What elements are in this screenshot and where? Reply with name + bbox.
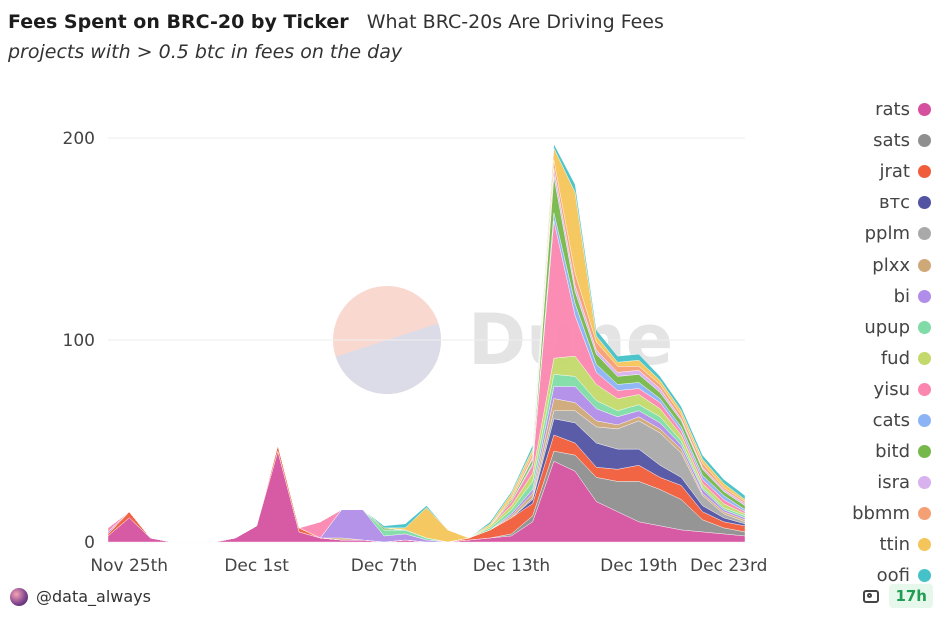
- legend: rats sats jrat втс pplm plxx bi upup fud yisu cats…: [791, 94, 931, 592]
- legend-swatch: [918, 569, 931, 583]
- legend-label: jrat: [879, 161, 911, 183]
- chart-controls: 17h: [863, 584, 933, 608]
- legend-item-pplm[interactable]: pplm: [791, 218, 931, 249]
- y-tick-label: 0: [84, 533, 95, 553]
- legend-swatch: [918, 196, 931, 210]
- legend-item-upup[interactable]: upup: [791, 312, 931, 343]
- legend-label: ttin: [879, 534, 910, 556]
- legend-label: fud: [880, 347, 910, 369]
- legend-label: втс: [879, 192, 910, 214]
- legend-label: sats: [873, 130, 910, 152]
- legend-swatch: [918, 351, 931, 365]
- x-tick-label: Dec 1st: [224, 556, 289, 576]
- legend-swatch: [918, 227, 931, 241]
- legend-item-bbmm[interactable]: bbmm: [791, 498, 931, 529]
- legend-item-plxx[interactable]: plxx: [791, 249, 931, 280]
- legend-swatch: [918, 320, 931, 334]
- legend-swatch: [918, 507, 931, 521]
- legend-swatch: [918, 538, 931, 552]
- legend-item-yisu[interactable]: yisu: [791, 374, 931, 405]
- legend-label: plxx: [872, 254, 910, 276]
- legend-item-oofi[interactable]: oofi: [791, 560, 931, 591]
- x-tick-label: Dec 23rd: [690, 556, 767, 576]
- legend-label: bitd: [875, 441, 910, 463]
- legend-swatch: [918, 289, 931, 303]
- legend-label: pplm: [864, 223, 910, 245]
- legend-item-bitd[interactable]: bitd: [791, 436, 931, 467]
- chart-subtitle-inline: What BRC-20s Are Driving Fees: [366, 11, 664, 33]
- avatar-icon: [10, 587, 28, 606]
- camera-icon[interactable]: [863, 589, 880, 603]
- chart-description: projects with > 0.5 btc in fees on the d…: [8, 41, 403, 63]
- title-line: Fees Spent on BRC-20 by Ticker What BRC-…: [8, 8, 664, 36]
- legend-item-fud[interactable]: fud: [791, 343, 931, 374]
- x-tick-label: Nov 25th: [90, 556, 168, 576]
- legend-swatch: [918, 382, 931, 396]
- chart-title: Fees Spent on BRC-20 by Ticker: [8, 11, 349, 33]
- legend-swatch: [918, 103, 931, 117]
- legend-swatch: [918, 165, 931, 179]
- legend-label: rats: [875, 99, 910, 121]
- author-name: @data_always: [36, 587, 151, 606]
- legend-swatch: [918, 258, 931, 272]
- y-tick-label: 100: [63, 331, 95, 351]
- legend-item-втс[interactable]: втс: [791, 187, 931, 218]
- legend-item-ttin[interactable]: ttin: [791, 529, 931, 560]
- x-tick-label: Dec 7th: [351, 556, 418, 576]
- author-credit[interactable]: @data_always: [10, 587, 151, 606]
- legend-swatch: [918, 445, 931, 459]
- area-series-oofi[interactable]: [107, 143, 746, 543]
- legend-item-rats[interactable]: rats: [791, 94, 931, 125]
- x-tick-label: Dec 13th: [473, 556, 550, 576]
- legend-item-sats[interactable]: sats: [791, 125, 931, 156]
- chart-header: Fees Spent on BRC-20 by Ticker What BRC-…: [8, 8, 664, 66]
- x-axis: Nov 25th Dec 1st Dec 7th Dec 13th Dec 19th De…: [90, 556, 767, 576]
- legend-item-bi[interactable]: bi: [791, 281, 931, 312]
- legend-label: upup: [864, 316, 910, 338]
- legend-item-isra[interactable]: isra: [791, 467, 931, 498]
- legend-label: yisu: [873, 378, 910, 400]
- age-badge: 17h: [889, 584, 933, 608]
- legend-label: isra: [877, 472, 910, 494]
- legend-swatch: [918, 134, 931, 148]
- legend-label: bbmm: [852, 503, 910, 525]
- x-tick-label: Dec 19th: [600, 556, 677, 576]
- legend-swatch: [918, 413, 931, 427]
- y-axis: 0 100 200: [63, 129, 95, 553]
- y-tick-label: 200: [63, 129, 95, 149]
- legend-label: oofi: [876, 565, 910, 587]
- legend-label: bi: [893, 285, 910, 307]
- legend-swatch: [918, 476, 931, 490]
- legend-label: cats: [872, 409, 910, 431]
- legend-item-cats[interactable]: cats: [791, 405, 931, 436]
- legend-item-jrat[interactable]: jrat: [791, 156, 931, 187]
- watermark-half: [335, 323, 441, 394]
- stacked-areas: [107, 143, 746, 543]
